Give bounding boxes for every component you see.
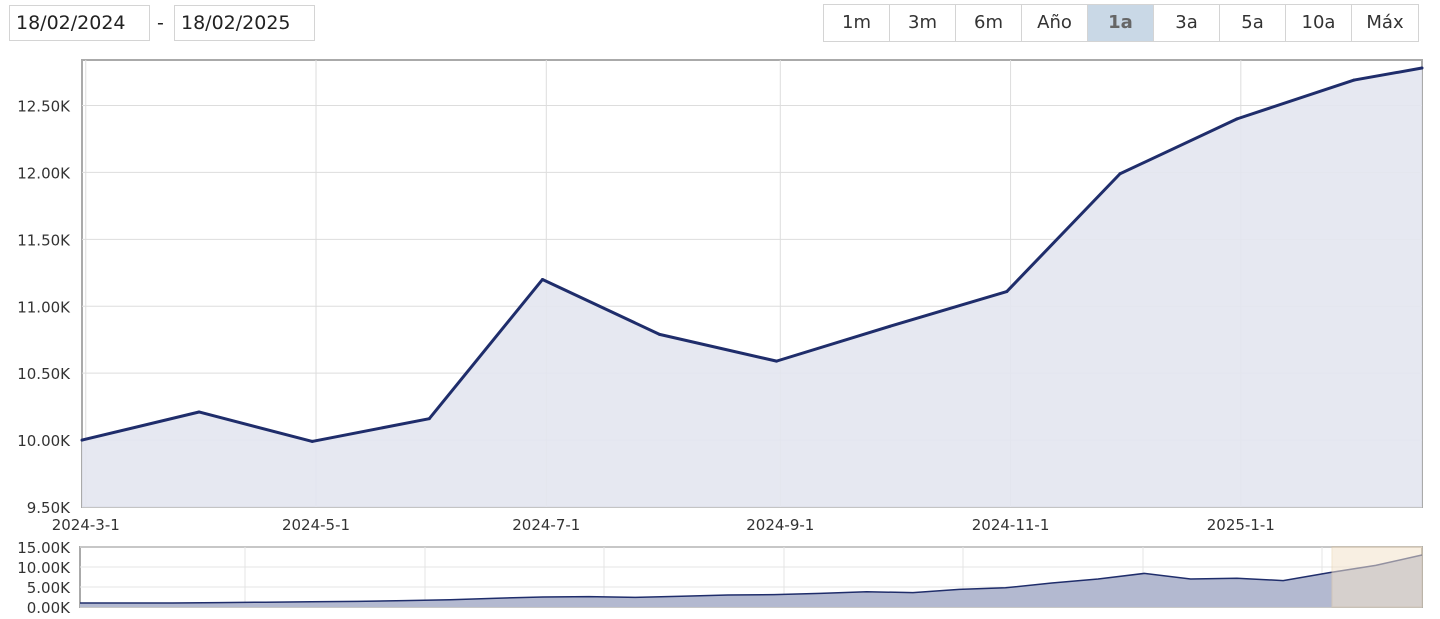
date-to-input[interactable]: 18/02/2025 (174, 5, 315, 41)
navigator-selection[interactable] (1331, 546, 1423, 608)
navigator-series-area (80, 555, 1422, 607)
range-selector: 1m 3m 6m Año 1a 3a 5a 10a Máx (823, 4, 1419, 42)
x-tick-label: 2024-5-1 (282, 516, 350, 534)
range-button-5a[interactable]: 5a (1220, 5, 1286, 41)
data-point (1420, 66, 1424, 70)
navigator-y-tick-label: 5.00K (27, 579, 71, 597)
data-point (1118, 172, 1122, 176)
range-button-3a[interactable]: 3a (1154, 5, 1220, 41)
data-point (310, 439, 314, 443)
range-button-1a[interactable]: 1a (1088, 5, 1154, 41)
y-tick-label: 12.50K (17, 98, 71, 116)
data-point (1352, 78, 1356, 82)
y-tick-label: 11.50K (17, 231, 71, 249)
navigator-y-tick-label: 0.00K (27, 599, 71, 617)
x-tick-label: 2024-11-1 (972, 516, 1050, 534)
date-range-separator: - (157, 12, 164, 34)
navigator-y-tick-label: 10.00K (17, 559, 71, 577)
data-point (888, 324, 892, 328)
data-point (427, 417, 431, 421)
x-tick-label: 2024-9-1 (746, 516, 814, 534)
date-from-input[interactable]: 18/02/2024 (9, 5, 150, 41)
range-button-año[interactable]: Año (1022, 5, 1088, 41)
y-tick-label: 12.00K (17, 164, 71, 182)
data-point (1235, 117, 1239, 121)
range-button-6m[interactable]: 6m (956, 5, 1022, 41)
x-tick-label: 2024-7-1 (512, 516, 580, 534)
data-point (541, 277, 545, 281)
data-point (658, 332, 662, 336)
y-tick-label: 11.00K (17, 298, 71, 316)
range-button-10a[interactable]: 10a (1286, 5, 1352, 41)
range-button-3m[interactable]: 3m (890, 5, 956, 41)
range-button-máx[interactable]: Máx (1352, 5, 1418, 41)
y-tick-label: 9.50K (27, 499, 71, 517)
data-point (775, 359, 779, 363)
navigator-series-line (80, 554, 1423, 604)
x-tick-label: 2025-1-1 (1207, 516, 1275, 534)
series-area (82, 68, 1422, 507)
y-tick-label: 10.00K (17, 432, 71, 450)
navigator-y-tick-label: 15.00K (17, 539, 71, 557)
data-point (80, 438, 84, 442)
data-point (197, 410, 201, 414)
range-button-1m[interactable]: 1m (824, 5, 890, 41)
x-tick-label: 2024-3-1 (52, 516, 120, 534)
data-point (1005, 290, 1009, 294)
y-tick-label: 10.50K (17, 365, 71, 383)
